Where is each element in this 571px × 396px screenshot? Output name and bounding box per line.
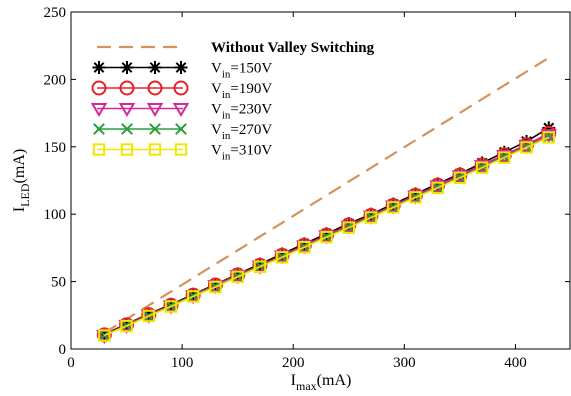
series-line: [104, 136, 550, 337]
series-marker: [187, 290, 200, 303]
legend-label: Vin=270V: [211, 122, 272, 142]
series-5: [98, 131, 555, 342]
y-tick-label: 100: [44, 207, 67, 223]
y-tick-label: 200: [44, 72, 67, 88]
y-tick-label: 50: [51, 275, 66, 291]
series-marker: [93, 123, 105, 135]
series-marker: [119, 80, 135, 96]
series-marker: [175, 62, 187, 73]
series-marker: [174, 143, 188, 156]
series-marker: [91, 80, 107, 96]
series-marker: [520, 141, 533, 154]
series-marker: [498, 151, 511, 164]
series-marker: [120, 143, 134, 156]
series-marker: [275, 251, 289, 264]
series-marker: [120, 319, 133, 333]
y-tick-label: 0: [59, 342, 67, 358]
series-marker: [173, 80, 189, 96]
series-marker: [98, 329, 111, 342]
series-marker: [93, 62, 105, 73]
series-marker: [121, 62, 133, 73]
series-marker: [364, 211, 378, 224]
legend-label: Vin=150V: [211, 61, 272, 81]
series-marker: [175, 123, 187, 135]
series-marker: [453, 171, 467, 185]
series-marker: [540, 129, 558, 144]
series-marker: [320, 230, 333, 244]
series-marker: [149, 123, 161, 135]
series-marker: [142, 309, 155, 323]
legend-label: Without Valley Switching: [211, 40, 375, 56]
series-marker: [342, 221, 355, 234]
series-layer: [96, 56, 558, 344]
series-marker: [209, 280, 222, 294]
series-marker: [298, 241, 311, 254]
series-line: [103, 56, 550, 334]
x-tick-label: 200: [282, 355, 305, 371]
series-0: [103, 56, 550, 334]
x-tick-label: 400: [504, 355, 527, 371]
series-marker: [231, 270, 244, 284]
x-tick-label: 300: [393, 355, 416, 371]
series-marker: [148, 143, 162, 156]
x-tick-label: 0: [67, 355, 75, 371]
series-marker: [90, 102, 108, 117]
y-axis-title: ILED(mA): [11, 149, 32, 212]
series-marker: [409, 191, 422, 204]
series-marker: [253, 260, 267, 273]
x-axis-title: Imax(mA): [291, 372, 352, 393]
axis-ticks: 0 100 200 300 400 0 50 100 150 200 250: [44, 5, 570, 371]
series-marker: [542, 131, 555, 144]
series-marker: [118, 102, 136, 117]
series-marker: [164, 300, 178, 313]
legend-label: Vin=230V: [211, 102, 272, 122]
series-marker: [387, 201, 400, 214]
series-marker: [147, 80, 163, 96]
series-marker: [92, 143, 106, 156]
series-marker: [172, 102, 190, 117]
y-tick-label: 250: [44, 5, 67, 21]
x-tick-label: 100: [171, 355, 194, 371]
legend: Without Valley Switching Vin=150VVin=190V…: [90, 40, 375, 163]
series-marker: [146, 102, 164, 117]
legend-label: Vin=190V: [211, 81, 272, 101]
series-marker: [149, 62, 161, 73]
y-tick-label: 150: [44, 140, 67, 156]
legend-label: Vin=310V: [211, 143, 272, 163]
series-marker: [121, 123, 133, 135]
series-marker: [475, 161, 489, 174]
series-marker: [431, 181, 444, 195]
series-marker: [542, 130, 555, 143]
plot-area-frame: [70, 11, 571, 350]
series-marker: [98, 329, 111, 342]
